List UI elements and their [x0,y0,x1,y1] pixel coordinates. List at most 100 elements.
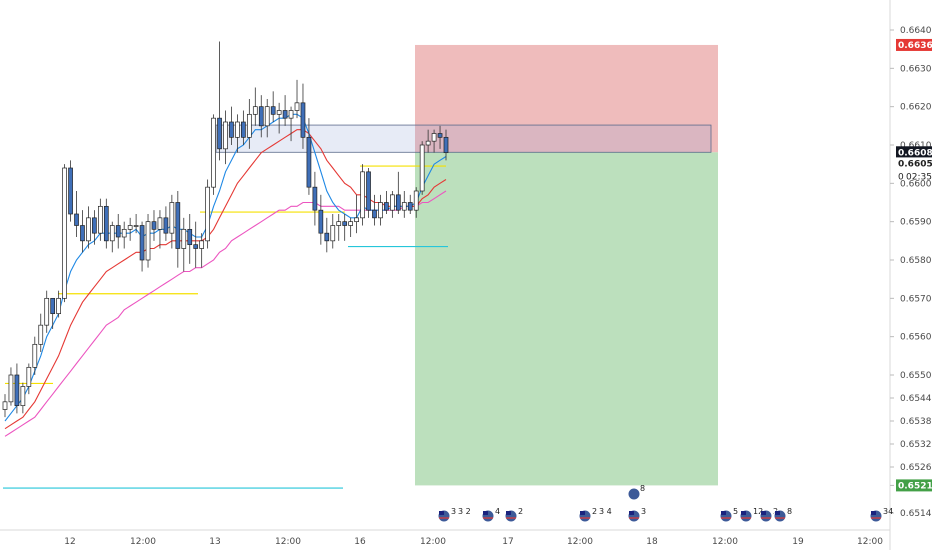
candle-body-down [395,194,401,211]
event-marker[interactable]: 12 [739,507,763,523]
candle-body-up [431,133,437,142]
flag-canton [629,511,634,515]
take-profit-badge-bg[interactable] [896,479,932,492]
risk-reward-zone[interactable] [215,44,718,486]
grid [0,0,891,550]
candle-body-up [44,297,50,326]
candle [92,210,97,245]
stop-loss-badge-bg[interactable] [896,38,932,51]
flag-canton [483,511,488,515]
flag-canton [741,511,746,515]
flag-icon[interactable] [627,487,641,501]
event-marker[interactable]: 5 [719,507,738,523]
time-tick-label: 18 [646,537,658,547]
candle-body-down [151,221,157,230]
last-price-badge-bg[interactable] [896,146,932,159]
event-count: 4 [495,507,500,516]
candle-body-down [103,205,109,242]
candle [109,221,115,253]
candle [360,164,365,226]
candle-body-down [80,225,85,242]
stop-loss-zone[interactable] [415,44,718,153]
candle-body-up [413,190,419,211]
candle [378,194,383,226]
candle [300,83,306,149]
candle-body-down [366,171,371,211]
event-count: 3 [451,507,456,516]
candle [139,221,145,272]
flag-canton [580,511,585,515]
entry-price-badge-bg[interactable] [896,157,932,170]
event-marker[interactable]: 34 [869,507,893,523]
time-axis[interactable]: 12 12:00 13 12:00 16 12:00 17 12:00 18 12:00 19 12:… [64,537,883,547]
flag-canton [761,511,766,515]
candle-body-up [264,106,270,127]
event-extra: 3 2 [458,507,471,516]
candle [288,106,294,142]
event-marker[interactable]: 8 [773,507,792,523]
candle [103,198,109,249]
time-tick-label: 13 [209,537,220,547]
candle [217,41,222,161]
candle [8,367,14,406]
candle-body-down [115,225,121,238]
candle-body-up [390,194,395,211]
candle [294,79,300,119]
take-profit-zone[interactable] [415,152,718,486]
candle-body-down [258,106,264,127]
candle-body-down [372,209,377,219]
candle-body-up [330,225,336,242]
event-count: 3 [641,507,646,516]
candle-body-up [425,140,431,146]
candle [14,363,20,414]
candle-body-down [187,228,193,246]
candle [324,217,330,253]
candle-body-down [74,213,79,226]
candle [419,141,425,195]
candle-body-down [163,217,169,234]
candle-body-up [252,106,258,115]
candle-body-down [175,202,181,249]
candle-body-up [109,225,115,242]
candle-body-up [223,121,228,150]
consolidation-box[interactable] [215,124,712,153]
candle-body-up [205,186,210,242]
candle [425,129,431,153]
candle-body-up [169,202,175,234]
candle-body-up [145,221,151,261]
event-marker[interactable]: 2 [504,507,523,523]
candle [229,106,234,145]
candle-body-up [336,221,342,226]
time-tick-label: 16 [354,537,366,547]
time-tick-label: 12:00 [857,537,883,547]
candle-body-up [199,240,205,249]
candle [276,102,282,134]
take-profit-badge-label: 0.65212 [898,481,932,491]
candle-body-down [282,110,288,119]
candle [336,214,342,241]
event-marker[interactable]: 3 [627,507,646,523]
candle-body-down [324,232,330,242]
event-marker[interactable]: 4 [481,507,500,523]
candle [384,191,389,214]
candle [98,198,103,241]
candle [366,168,371,218]
candle-body-up [38,324,44,345]
candle [211,114,216,195]
candle [205,179,210,249]
candle-body-up [86,217,91,242]
candle-body-down [14,374,20,407]
candle-body-down [241,121,246,138]
event-marker[interactable]: 8 [627,484,645,501]
candle-body-up [294,102,300,111]
time-tick-label: 12:00 [420,537,446,547]
